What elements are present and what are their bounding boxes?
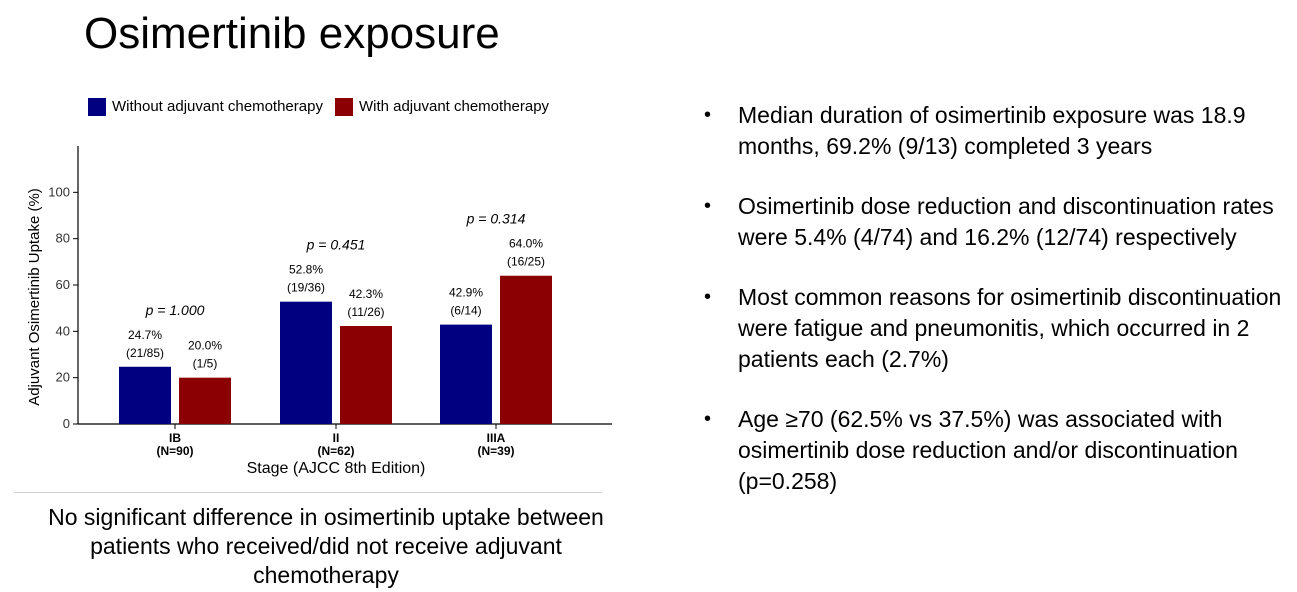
bar-percent-label: 42.9% [449, 286, 483, 300]
bar-count-label: (11/26) [347, 305, 384, 319]
x-tick-sublabel: (N=90) [156, 444, 193, 458]
bar-without-chemo-IB [119, 366, 171, 424]
y-tick-label: 40 [56, 323, 70, 338]
chart-legend: Without adjuvant chemotherapy With adjuv… [88, 97, 561, 117]
divider-line [14, 492, 602, 493]
legend-item-with-chemo: With adjuvant chemotherapy [334, 97, 550, 117]
x-tick-label: II [333, 431, 340, 445]
p-value-label: p = 1.000 [145, 302, 205, 318]
bar-without-chemo-IIIA [440, 324, 492, 424]
bar-count-label: (19/36) [287, 281, 325, 295]
bar-with-chemo-II [340, 326, 392, 424]
bar-count-label: (1/5) [193, 357, 218, 371]
legend-swatch-without-chemo [88, 98, 106, 116]
bullet-item: Median duration of osimertinib exposure … [700, 100, 1290, 162]
legend-swatch-with-chemo [334, 98, 353, 116]
chart-conclusion: No significant difference in osimertinib… [48, 504, 604, 588]
bullet-item: Osimertinib dose reduction and discontin… [700, 191, 1290, 253]
bar-percent-label: 64.0% [509, 237, 543, 251]
bullet-item: Age ≥70 (62.5% vs 37.5%) was associated … [700, 404, 1290, 497]
bar-percent-label: 20.0% [188, 339, 222, 353]
legend-label-with-chemo: With adjuvant chemotherapy [358, 98, 550, 115]
legend-label-without-chemo: Without adjuvant chemotherapy [112, 98, 323, 115]
bar-count-label: (6/14) [450, 304, 481, 318]
y-tick-label: 80 [56, 231, 70, 246]
p-value-label: p = 0.451 [306, 237, 366, 253]
x-tick-label: IB [169, 431, 181, 445]
y-tick-label: 0 [63, 416, 70, 431]
bar-with-chemo-IB [179, 377, 231, 424]
y-tick-label: 100 [48, 184, 70, 199]
bar-percent-label: 52.8% [289, 263, 323, 277]
x-tick-label: IIIA [487, 431, 506, 445]
bar-count-label: (16/25) [507, 255, 545, 269]
legend-item-without-chemo: Without adjuvant chemotherapy [88, 97, 323, 117]
slide-title: Osimertinib exposure [84, 9, 500, 58]
x-axis-label: Stage (AJCC 8th Edition) [247, 460, 426, 477]
x-tick-sublabel: (N=62) [317, 444, 354, 458]
bar-without-chemo-II [280, 301, 332, 424]
bar-percent-label: 42.3% [349, 287, 383, 301]
p-value-label: p = 0.314 [466, 211, 526, 227]
bar-with-chemo-IIIA [500, 275, 552, 424]
x-tick-sublabel: (N=39) [477, 444, 514, 458]
bar-chart: 0 20 40 60 80 100 Adjuvant Osimertinib Uptake … [26, 146, 612, 477]
y-tick-label: 60 [56, 277, 70, 292]
bullet-item: Most common reasons for osimertinib disc… [700, 282, 1290, 375]
bullet-list: Median duration of osimertinib exposure … [700, 100, 1290, 526]
y-tick-label: 20 [56, 370, 70, 385]
bar-count-label: (21/85) [126, 346, 164, 360]
bar-percent-label: 24.7% [128, 328, 162, 342]
y-axis-label: Adjuvant Osimertinib Uptake (%) [26, 188, 43, 406]
